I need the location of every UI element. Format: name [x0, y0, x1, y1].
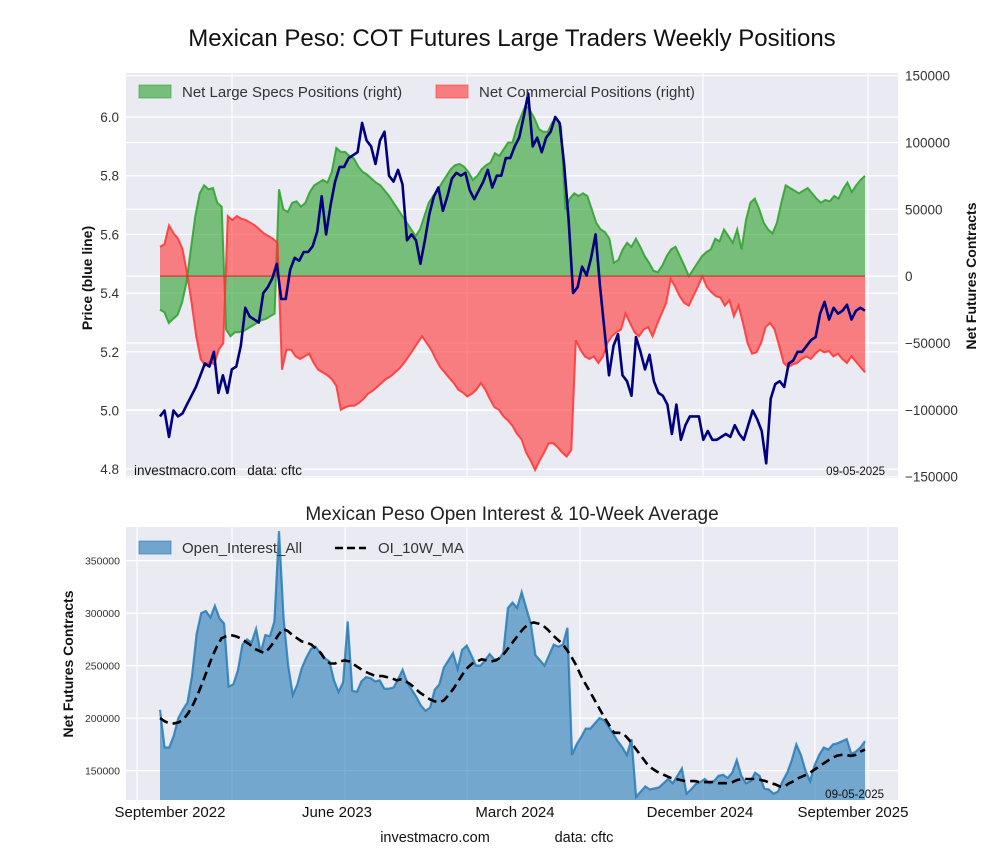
legend-swatch-commercial: [436, 85, 468, 98]
date-tick-label: March 2024: [475, 804, 554, 821]
date-tick-label: September 2022: [115, 804, 226, 821]
main-title: Mexican Peso: COT Futures Large Traders …: [188, 25, 835, 52]
contracts-axis-label: Net Futures Contracts: [963, 202, 979, 349]
contracts-tick-label: 150000: [905, 69, 950, 84]
contracts-tick-label: 100000: [905, 136, 950, 151]
legend-label-moving-average: OI_10W_MA: [378, 540, 464, 557]
open-interest-tick-label: 200000: [85, 713, 120, 725]
open-interest-title: Mexican Peso Open Interest & 10-Week Ave…: [305, 504, 718, 525]
legend-label-specs: Net Large Specs Positions (right): [182, 84, 402, 101]
legend-swatch-open-interest: [139, 541, 171, 554]
contracts-tick-label: −50000: [905, 336, 950, 351]
price-tick-label: 5.8: [100, 169, 119, 184]
open-interest-axis-ticks: 150000 200000 250000 300000 350000: [85, 556, 120, 778]
price-axis-label: Price (blue line): [79, 226, 95, 330]
open-interest-chart: Mexican Peso Open Interest & 10-Week Ave…: [60, 504, 908, 821]
contracts-tick-label: 50000: [905, 202, 943, 217]
figure: Mexican Peso: COT Futures Large Traders …: [0, 0, 1000, 860]
footer-site: investmacro.com: [380, 830, 490, 846]
contracts-tick-label: −100000: [905, 403, 958, 418]
price-axis-ticks: 4.8 5.0 5.2 5.4 5.6 5.8 6.0: [100, 110, 119, 477]
date-tick-label: September 2025: [798, 804, 909, 821]
price-tick-label: 5.6: [100, 227, 119, 242]
price-tick-label: 5.2: [100, 345, 119, 360]
date-label-top: 09-05-2025: [826, 466, 885, 478]
date-axis-ticks: September 2022 June 2023 March 2024 Decembe…: [115, 804, 909, 821]
legend-label-commercial: Net Commercial Positions (right): [479, 84, 695, 101]
open-interest-legend: Open_Interest_All OI_10W_MA: [139, 540, 464, 557]
contracts-tick-label: −150000: [905, 470, 958, 485]
price-tick-label: 5.4: [100, 286, 119, 301]
open-interest-tick-label: 250000: [85, 661, 120, 673]
legend-label-open-interest: Open_Interest_All: [182, 540, 302, 557]
date-tick-label: December 2024: [647, 804, 754, 821]
positions-chart: 4.8 5.0 5.2 5.4 5.6 5.8 6.0 −150000 −100000 −500…: [79, 69, 979, 485]
open-interest-axis-label: Net Futures Contracts: [60, 590, 76, 737]
contracts-axis-ticks: −150000 −100000 −50000 0 50000 100000 150000: [905, 69, 958, 485]
footer-source: data: cftc: [555, 830, 614, 846]
legend-swatch-specs: [139, 85, 171, 98]
date-label-bottom: 09-05-2025: [825, 789, 884, 801]
watermark-top: investmacro.com data: cftc: [134, 463, 302, 478]
price-tick-label: 6.0: [100, 110, 119, 125]
open-interest-tick-label: 300000: [85, 608, 120, 620]
open-interest-tick-label: 350000: [85, 556, 120, 568]
date-tick-label: June 2023: [302, 804, 372, 821]
open-interest-tick-label: 150000: [85, 766, 120, 778]
contracts-tick-label: 0: [905, 269, 913, 284]
price-tick-label: 5.0: [100, 404, 119, 419]
price-tick-label: 4.8: [100, 462, 119, 477]
